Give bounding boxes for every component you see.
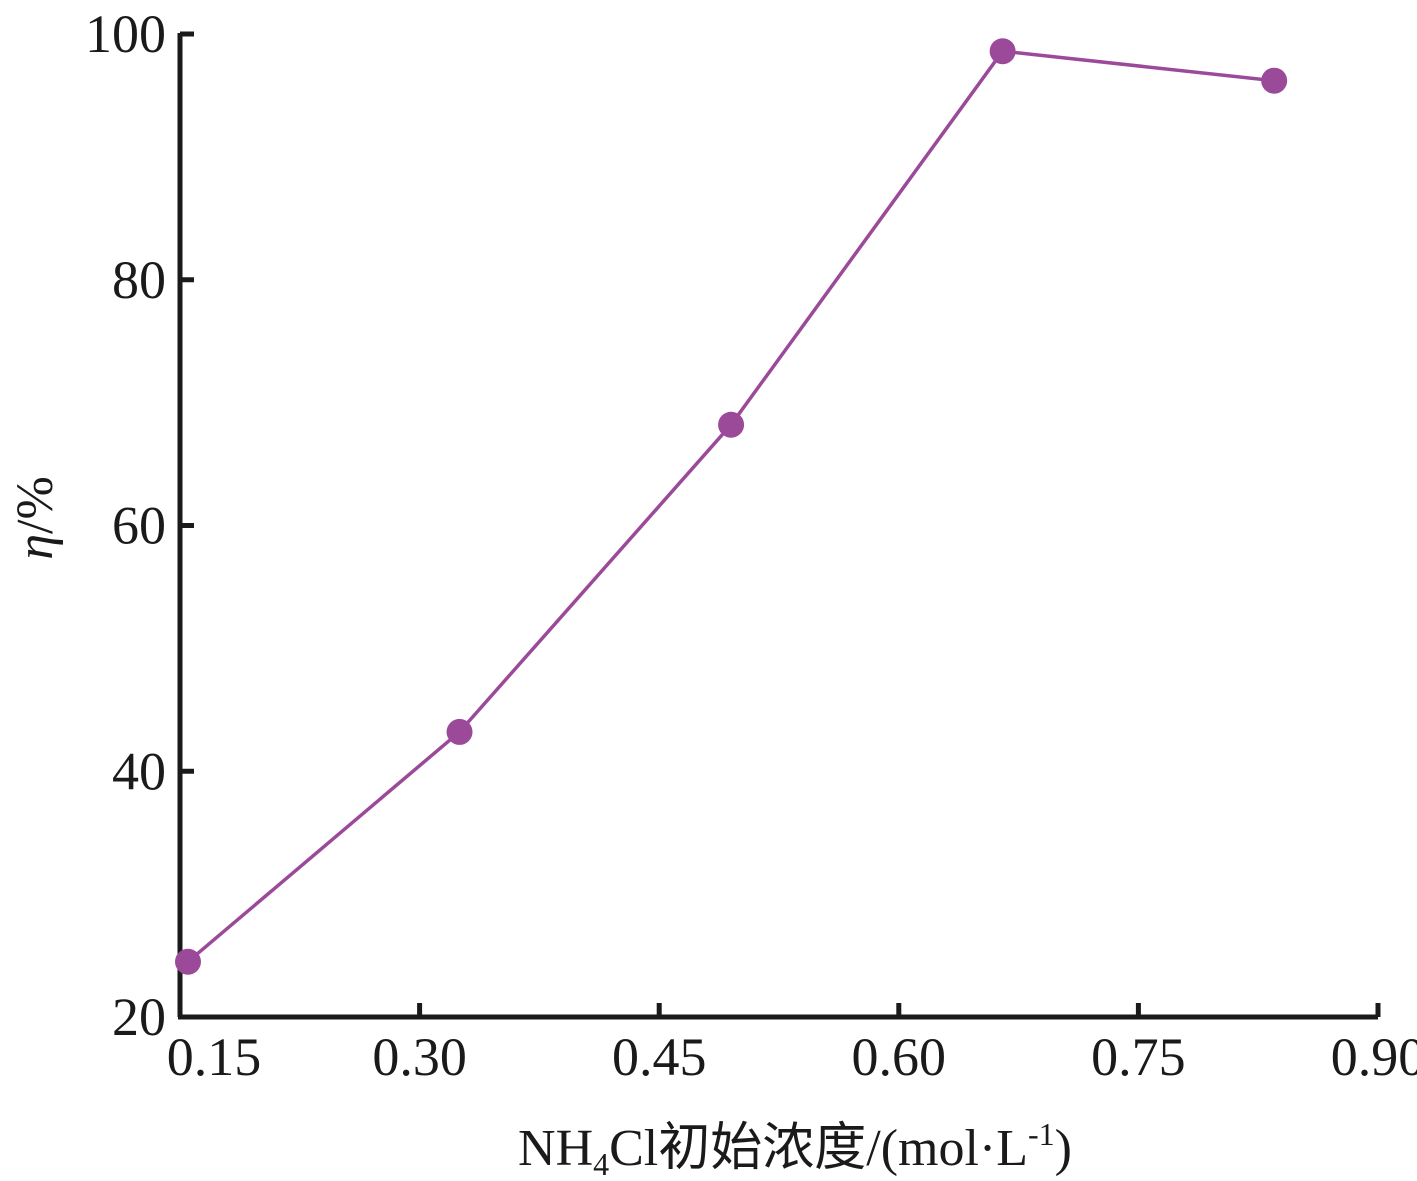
x-axis-title-subscript: 4 (593, 1146, 609, 1181)
x-tick-label: 0.45 (612, 1027, 707, 1087)
data-point-marker (446, 718, 473, 745)
y-tick-label: 100 (85, 4, 166, 64)
series-layer (174, 38, 1288, 975)
y-tick-label: 60 (112, 496, 166, 556)
x-axis-title-superscript: -1 (1028, 1116, 1055, 1152)
data-point-marker (174, 948, 201, 975)
x-axis-title: NH4Cl初始浓度/(mol·L-1) (518, 1116, 1072, 1181)
y-tick-label: 80 (112, 250, 166, 310)
y-axis-title-symbol: η (7, 534, 64, 560)
x-axis-title-suffix: ) (1055, 1120, 1072, 1177)
series-line (186, 49, 1275, 964)
data-point-marker (1261, 67, 1288, 94)
x-ticks: 0.15 0.30 0.45 0.60 0.75 0.90 (167, 1003, 1417, 1087)
data-point-marker (718, 411, 745, 438)
y-tick-label: 40 (112, 741, 166, 801)
y-ticks: 20 40 60 80 100 (85, 4, 194, 1047)
x-tick-label: 0.75 (1091, 1027, 1186, 1087)
x-tick-label: 0.30 (372, 1027, 467, 1087)
axes (177, 33, 1378, 1020)
x-tick-label: 0.60 (852, 1027, 947, 1087)
y-axis-title: η/% (7, 476, 64, 560)
x-axis-title-prefix: NH (518, 1120, 593, 1177)
y-axis-title-unit: /% (7, 476, 64, 534)
x-tick-label: 0.90 (1331, 1027, 1417, 1087)
y-tick-label: 20 (112, 987, 166, 1047)
x-axis-title-middle: Cl初始浓度/(mol·L (609, 1120, 1028, 1177)
x-tick-label: 0.15 (167, 1027, 262, 1087)
data-point-marker (989, 38, 1016, 65)
